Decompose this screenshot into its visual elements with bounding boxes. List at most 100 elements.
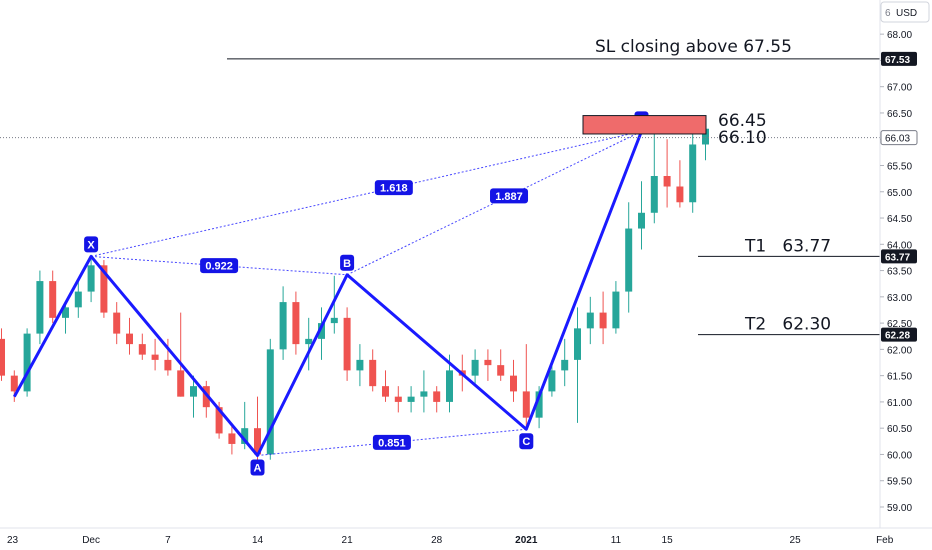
candle-body bbox=[369, 359, 377, 387]
candle-body bbox=[151, 354, 159, 360]
ratio-label-box bbox=[490, 188, 529, 204]
ratio-label: 0.922 bbox=[200, 258, 239, 274]
ratio-line bbox=[90, 130, 642, 257]
candle-body bbox=[382, 386, 389, 397]
time-tick-label: 21 bbox=[342, 535, 354, 546]
price-tick-label: 60.50 bbox=[887, 424, 912, 435]
price-tick-label: 65.50 bbox=[887, 161, 912, 172]
ratio-line bbox=[346, 130, 642, 276]
candle-body bbox=[356, 359, 364, 371]
price-tick-label: 64.50 bbox=[887, 214, 912, 225]
candle-body bbox=[638, 212, 645, 229]
time-tick-label: 25 bbox=[790, 535, 802, 546]
candle-body bbox=[612, 291, 620, 329]
candle-body bbox=[330, 317, 338, 324]
price-tags: 67.53 66.03 63.77 62.28 bbox=[880, 51, 918, 342]
time-tick-label: 2021 bbox=[515, 535, 538, 546]
candle-body bbox=[484, 359, 492, 366]
pattern-leg bbox=[12, 130, 643, 457]
candle-body bbox=[586, 312, 594, 329]
zone-bottom-label: 66.10 bbox=[718, 128, 767, 148]
candle-body bbox=[510, 375, 517, 392]
candle-body bbox=[10, 375, 18, 392]
point-marker-b: B bbox=[340, 254, 355, 271]
ratio-label-text: 1.618 bbox=[380, 183, 408, 195]
zone-top-label: 66.45 bbox=[718, 111, 767, 131]
candle-body bbox=[215, 407, 223, 434]
price-tag-text: 63.77 bbox=[885, 252, 910, 263]
currency-selector[interactable]: 6 USD bbox=[880, 1, 930, 23]
candle-body bbox=[650, 176, 658, 213]
time-axis[interactable]: 23 Dec 7 14 21 28 2021 11 15 25 Feb bbox=[7, 535, 894, 546]
time-tick-label: Feb bbox=[876, 535, 894, 546]
candle-body bbox=[241, 428, 249, 444]
settings-glyph: 6 bbox=[885, 8, 891, 19]
point-marker-a: A bbox=[250, 459, 265, 476]
price-tick-label: 60.00 bbox=[887, 450, 912, 461]
time-tick-label: Dec bbox=[82, 535, 100, 546]
ratio-label: 0.851 bbox=[372, 434, 411, 450]
candle-body bbox=[0, 338, 5, 376]
candle-body bbox=[394, 396, 402, 402]
candle-body bbox=[522, 391, 530, 418]
ratio-label-box bbox=[374, 180, 413, 196]
candle-body bbox=[305, 338, 313, 345]
candle-body bbox=[663, 176, 671, 187]
price-tick-label: 61.00 bbox=[887, 398, 912, 409]
point-marker-label: C bbox=[522, 436, 530, 448]
candle-body bbox=[535, 391, 543, 418]
candle-body bbox=[266, 349, 274, 455]
price-tick-label: 65.00 bbox=[887, 188, 912, 199]
candle-body bbox=[433, 391, 441, 402]
price-tick-label: 59.50 bbox=[887, 477, 912, 488]
currency-label: USD bbox=[896, 8, 917, 19]
candle-body bbox=[407, 396, 415, 402]
candle-body bbox=[574, 328, 581, 360]
candle-body bbox=[113, 312, 121, 334]
price-tag-text: 62.28 bbox=[885, 331, 910, 342]
time-tick-label: 28 bbox=[431, 535, 443, 546]
candle-body bbox=[702, 128, 709, 145]
price-axis-background bbox=[880, 0, 932, 528]
point-marker-label: B bbox=[343, 258, 351, 270]
ratio-label-box bbox=[200, 258, 239, 274]
price-tick-label: 67.00 bbox=[887, 83, 912, 94]
point-marker-box bbox=[250, 459, 265, 476]
ratio-label-text: 0.851 bbox=[378, 437, 406, 449]
candle-body bbox=[343, 317, 351, 371]
sl-text: SL closing above 67.55 bbox=[595, 37, 792, 57]
price-tick-label: 59.00 bbox=[887, 503, 912, 514]
candle-body bbox=[599, 312, 607, 329]
candle-body bbox=[49, 281, 57, 318]
price-tag: 67.53 bbox=[881, 51, 917, 66]
point-marker-box bbox=[340, 254, 355, 271]
target-label: T2 62.30 bbox=[744, 315, 831, 335]
candle-body bbox=[548, 370, 556, 392]
point-marker-box bbox=[519, 433, 534, 450]
candle-body bbox=[36, 281, 44, 334]
price-tick-label: 61.50 bbox=[887, 372, 912, 383]
price-tag-box bbox=[881, 249, 917, 264]
candle-body bbox=[254, 428, 261, 455]
point-marker-label: A bbox=[254, 462, 262, 474]
point-marker-c: C bbox=[519, 433, 534, 450]
candle-body bbox=[87, 265, 95, 292]
price-tick-label: 68.00 bbox=[887, 30, 912, 41]
price-tick-label: 66.50 bbox=[887, 109, 912, 120]
candle-body bbox=[689, 144, 697, 203]
price-tag: 63.77 bbox=[881, 249, 917, 264]
candle-body bbox=[446, 370, 453, 402]
candle-body bbox=[497, 365, 505, 376]
price-tick-label: 63.50 bbox=[887, 267, 912, 278]
ratio-label-text: 1.887 bbox=[495, 191, 523, 203]
candle-body bbox=[23, 333, 31, 392]
candle-body bbox=[292, 302, 300, 345]
candle-body bbox=[279, 302, 287, 350]
ratio-label: 1.887 bbox=[490, 188, 529, 204]
price-tag-text: 66.03 bbox=[885, 134, 910, 145]
time-tick-label: 11 bbox=[611, 535, 622, 546]
price-tag-box bbox=[881, 51, 917, 66]
